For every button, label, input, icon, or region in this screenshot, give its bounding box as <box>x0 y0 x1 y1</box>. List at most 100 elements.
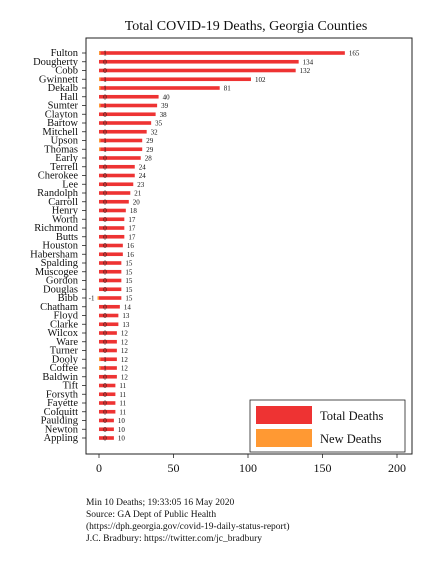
category-label: Appling <box>44 433 79 444</box>
new-deaths-label: 0 <box>103 303 107 311</box>
category-label: Ware <box>56 337 78 348</box>
new-deaths-label: 1 <box>103 146 107 154</box>
bar-value-label: 32 <box>151 128 159 136</box>
new-deaths-label: 0 <box>103 58 107 66</box>
x-tick-label: 150 <box>314 461 332 475</box>
category-label: Habersham <box>30 249 78 260</box>
note-source-url: (https://dph.georgia.gov/covid-19-daily-… <box>86 522 290 532</box>
bar-value-label: 14 <box>124 303 132 311</box>
bar-value-label: 16 <box>127 251 135 259</box>
category-label: Terrell <box>50 162 78 173</box>
chart-title: Total COVID-19 Deaths, Georgia Counties <box>125 19 368 34</box>
bar-total-deaths <box>99 86 220 90</box>
bar-total-deaths <box>99 191 131 195</box>
bar-value-label: 15 <box>125 260 133 268</box>
bar-total-deaths <box>99 313 119 318</box>
new-deaths-label: 0 <box>103 163 107 171</box>
bar-total-deaths <box>99 243 123 248</box>
new-deaths-label: 0 <box>103 391 107 399</box>
bar-total-deaths <box>99 112 156 117</box>
category-label: Randolph <box>37 188 79 199</box>
category-label: Gordon <box>46 276 79 287</box>
bar-value-label: 16 <box>127 242 135 250</box>
bar-total-deaths <box>99 436 114 440</box>
category-label: Henry <box>52 206 79 217</box>
category-label: Worth <box>52 214 79 225</box>
bar-total-deaths <box>99 418 114 423</box>
bar-new-deaths <box>97 296 99 300</box>
bar-total-deaths <box>99 226 125 230</box>
bar-value-label: 11 <box>119 391 126 399</box>
bar-value-label: 40 <box>163 93 171 101</box>
new-deaths-label: 0 <box>103 111 107 119</box>
new-deaths-label: 1 <box>103 50 107 58</box>
bar-total-deaths <box>99 427 114 432</box>
category-label: Tift <box>63 381 78 392</box>
new-deaths-label: 1 <box>103 137 107 145</box>
x-tick-label: 0 <box>96 461 102 475</box>
category-label: Bibb <box>58 293 78 304</box>
bar-value-label: 12 <box>121 373 129 381</box>
bar-value-label: 23 <box>137 181 145 189</box>
bar-new-deaths <box>99 366 101 370</box>
category-label: Mitchell <box>42 127 78 138</box>
new-deaths-label: 0 <box>103 260 107 268</box>
bar-value-label: 17 <box>128 225 136 233</box>
category-label: Cobb <box>55 66 78 77</box>
bar-total-deaths <box>99 164 135 169</box>
new-deaths-label: 0 <box>103 233 107 241</box>
category-label: Dooly <box>52 354 79 365</box>
category-label: Hall <box>60 92 78 103</box>
x-tick-label: 50 <box>168 461 180 475</box>
bar-value-label: 29 <box>146 137 154 145</box>
bar-total-deaths <box>99 401 116 405</box>
bar-value-label: 13 <box>122 312 129 320</box>
new-deaths-label: -1 <box>89 295 95 303</box>
category-label: Thomas <box>44 144 78 155</box>
bar-total-deaths <box>99 252 123 257</box>
category-label: Clarke <box>50 319 78 330</box>
x-tick-label: 200 <box>388 461 406 475</box>
new-deaths-label: 0 <box>103 93 107 101</box>
bar-value-label: 12 <box>121 347 129 355</box>
bar-total-deaths <box>99 121 152 125</box>
bar-new-deaths <box>99 77 101 82</box>
new-deaths-label: 0 <box>103 216 107 224</box>
bar-total-deaths <box>99 147 143 152</box>
bar-new-deaths <box>99 103 101 108</box>
new-deaths-label: 0 <box>103 347 107 355</box>
category-label: Newton <box>45 424 79 435</box>
category-label: Lee <box>62 179 78 190</box>
category-label: Fulton <box>51 48 79 59</box>
new-deaths-label: 0 <box>103 242 107 250</box>
new-deaths-label: 0 <box>103 190 107 198</box>
bar-value-label: 15 <box>125 277 133 285</box>
bar-value-label: 102 <box>255 76 266 84</box>
bar-total-deaths <box>99 51 345 55</box>
new-deaths-label: 0 <box>103 400 107 408</box>
bar-total-deaths <box>99 94 159 99</box>
bar-value-label: 24 <box>139 172 147 180</box>
new-deaths-label: 1 <box>103 76 107 84</box>
bar-total-deaths <box>99 383 116 388</box>
new-deaths-label: 0 <box>103 321 107 329</box>
bar-value-label: 13 <box>122 321 129 329</box>
category-label: Muscogee <box>35 267 78 278</box>
category-label: Forsyth <box>46 389 79 400</box>
category-label: Fayette <box>47 398 78 409</box>
category-label: Sumter <box>48 101 79 112</box>
bar-value-label: 12 <box>121 356 129 364</box>
new-deaths-label: 0 <box>103 155 107 163</box>
bar-value-label: 17 <box>128 233 136 241</box>
category-label: Chatham <box>40 302 78 313</box>
new-deaths-label: 0 <box>103 382 107 390</box>
bar-value-label: 28 <box>145 155 153 163</box>
bar-value-label: 12 <box>121 330 129 338</box>
new-deaths-label: 0 <box>103 312 107 320</box>
new-deaths-label: 0 <box>103 286 107 294</box>
new-deaths-label: 0 <box>103 198 107 206</box>
new-deaths-label: 0 <box>103 268 107 276</box>
bar-value-label: 24 <box>139 163 147 171</box>
bar-value-label: 15 <box>125 295 133 303</box>
bar-total-deaths <box>99 217 125 222</box>
